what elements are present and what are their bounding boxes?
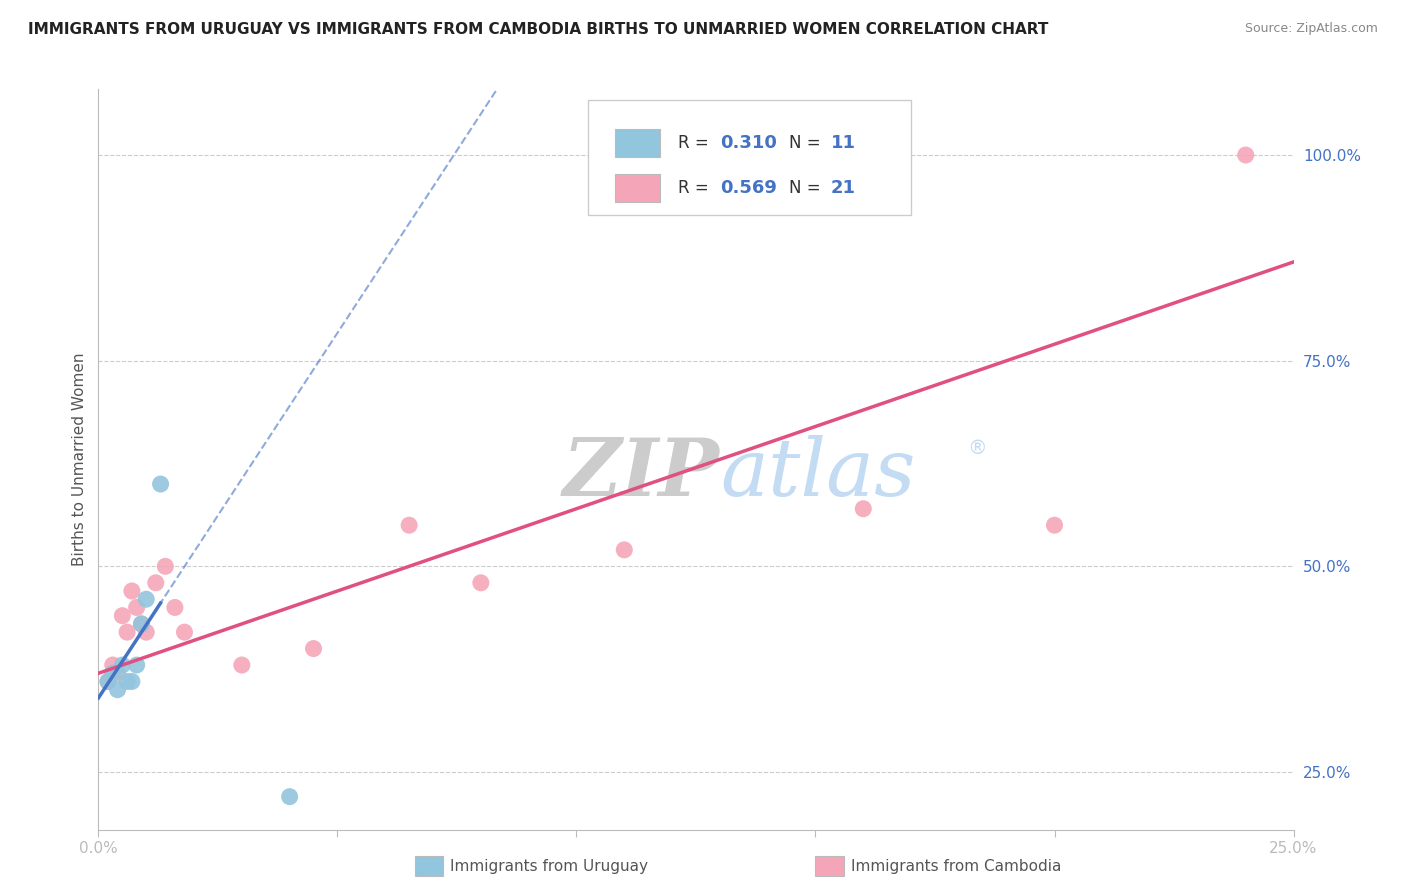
Point bbox=[135, 625, 157, 640]
Point bbox=[111, 608, 134, 623]
Text: R =: R = bbox=[678, 178, 714, 196]
Point bbox=[101, 666, 124, 681]
Point bbox=[125, 600, 148, 615]
Point bbox=[278, 789, 301, 804]
Point bbox=[97, 674, 120, 689]
Text: N =: N = bbox=[789, 178, 827, 196]
Bar bbox=[415, 856, 443, 876]
Point bbox=[852, 501, 875, 516]
Text: 11: 11 bbox=[831, 134, 856, 152]
Text: Source: ZipAtlas.com: Source: ZipAtlas.com bbox=[1244, 22, 1378, 36]
Text: N =: N = bbox=[789, 134, 827, 152]
Text: atlas: atlas bbox=[720, 435, 915, 513]
Point bbox=[470, 575, 492, 590]
Point bbox=[231, 658, 253, 673]
Point bbox=[121, 584, 143, 599]
FancyBboxPatch shape bbox=[614, 174, 661, 202]
Point bbox=[107, 682, 129, 697]
Point bbox=[163, 600, 186, 615]
Text: ®: ® bbox=[967, 439, 987, 458]
Text: R =: R = bbox=[678, 134, 714, 152]
Text: Immigrants from Uruguay: Immigrants from Uruguay bbox=[450, 859, 648, 873]
Point bbox=[302, 641, 325, 656]
Point bbox=[613, 542, 636, 557]
Point bbox=[125, 658, 148, 673]
Point bbox=[145, 575, 167, 590]
Point bbox=[149, 477, 172, 491]
FancyBboxPatch shape bbox=[614, 128, 661, 157]
Point bbox=[101, 658, 124, 673]
Point bbox=[1234, 148, 1257, 162]
Text: 0.310: 0.310 bbox=[720, 134, 776, 152]
Point bbox=[115, 674, 138, 689]
Text: IMMIGRANTS FROM URUGUAY VS IMMIGRANTS FROM CAMBODIA BIRTHS TO UNMARRIED WOMEN CO: IMMIGRANTS FROM URUGUAY VS IMMIGRANTS FR… bbox=[28, 22, 1049, 37]
Point bbox=[115, 625, 138, 640]
Point bbox=[131, 616, 153, 631]
Y-axis label: Births to Unmarried Women: Births to Unmarried Women bbox=[72, 352, 87, 566]
FancyBboxPatch shape bbox=[589, 100, 911, 215]
Text: Immigrants from Cambodia: Immigrants from Cambodia bbox=[851, 859, 1062, 873]
Point bbox=[173, 625, 195, 640]
Text: ZIP: ZIP bbox=[562, 435, 720, 513]
Point bbox=[107, 666, 129, 681]
Point bbox=[121, 674, 143, 689]
Text: 0.569: 0.569 bbox=[720, 178, 776, 196]
Text: 21: 21 bbox=[831, 178, 856, 196]
Point bbox=[398, 518, 420, 533]
Point bbox=[135, 592, 157, 607]
Point bbox=[111, 658, 134, 673]
Point bbox=[97, 674, 120, 689]
Point bbox=[131, 616, 153, 631]
Bar bbox=[815, 856, 844, 876]
Point bbox=[1043, 518, 1066, 533]
Point bbox=[155, 559, 177, 574]
